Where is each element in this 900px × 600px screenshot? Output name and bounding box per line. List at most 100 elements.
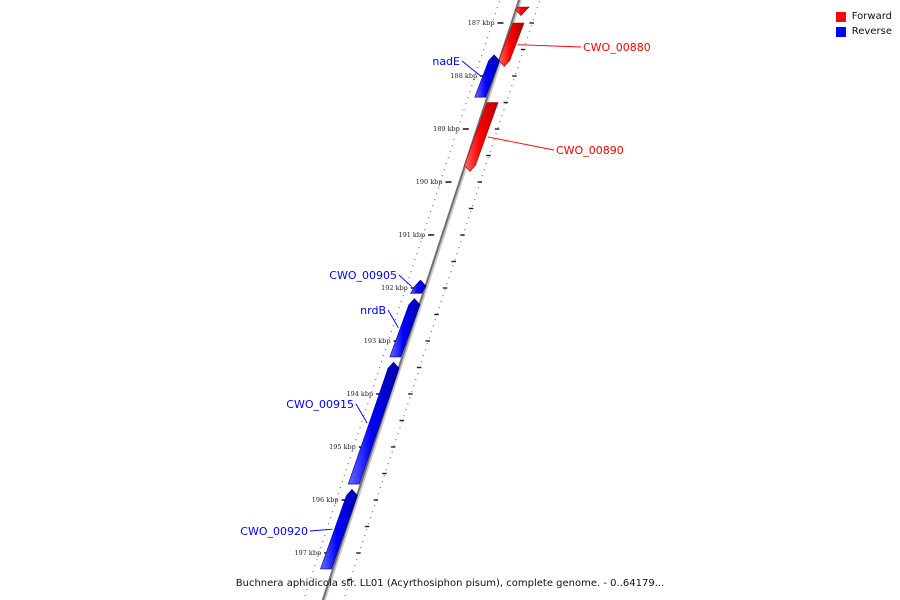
guide-dot	[359, 427, 361, 429]
guide-dot	[454, 259, 456, 261]
guide-dot	[468, 217, 470, 219]
guide-dot	[403, 415, 405, 417]
guide-dot	[377, 373, 379, 375]
guide-dot	[492, 19, 495, 21]
guide-dot	[393, 445, 395, 447]
guide-dot	[484, 43, 487, 45]
guide-dot	[373, 385, 375, 387]
guide-dot	[473, 199, 476, 201]
guide-dot	[477, 187, 480, 189]
guide-dot	[503, 109, 505, 111]
guide-dot	[405, 409, 407, 411]
guide-dot	[437, 187, 440, 189]
guide-dot	[422, 355, 425, 357]
guide-dot	[354, 565, 356, 567]
guide-dot	[438, 307, 440, 309]
guide-dot	[430, 331, 432, 333]
guide-dot	[377, 493, 380, 495]
gene-label-nrdb[interactable]: nrdB	[360, 304, 386, 317]
guide-dot	[310, 577, 312, 579]
gene-label-cwo-00915[interactable]: CWO_00915	[286, 398, 354, 411]
gene-label-leader	[461, 60, 481, 77]
guide-dot	[449, 151, 451, 153]
guide-dot	[451, 145, 453, 147]
guide-dot	[455, 133, 457, 135]
guide-dot	[487, 157, 489, 159]
guide-dot	[411, 391, 413, 393]
guide-dot	[485, 163, 487, 165]
guide-dot	[363, 415, 365, 417]
guide-dot	[424, 229, 426, 231]
backbone-shadow	[323, 0, 522, 600]
guide-dot	[422, 235, 424, 237]
tick-label: 194 kbp	[346, 390, 373, 398]
guide-dot	[515, 73, 517, 75]
guide-dot	[477, 67, 479, 69]
gene-label-leader	[398, 274, 413, 288]
guide-dot	[318, 553, 320, 555]
guide-dot	[436, 313, 438, 315]
guide-dot	[452, 265, 454, 267]
guide-dot	[369, 517, 372, 519]
guide-dot	[494, 13, 496, 15]
guide-dot	[532, 19, 535, 21]
guide-dot	[331, 511, 334, 513]
guide-dot	[392, 325, 394, 327]
guide-dot	[394, 319, 396, 321]
guide-dot	[501, 115, 503, 117]
guide-dot	[465, 103, 467, 105]
guide-dot	[413, 385, 415, 387]
guide-dot	[399, 427, 401, 429]
guide-dot	[379, 367, 381, 369]
guide-dot	[328, 523, 330, 525]
guide-dot	[304, 595, 306, 597]
guide-dot	[475, 73, 477, 75]
cwo-00880-gene-feature[interactable]	[498, 22, 525, 67]
gene-label-cwo-00880[interactable]: CWO_00880	[583, 41, 651, 54]
guide-dot	[306, 589, 308, 591]
guide-dot	[348, 583, 350, 585]
gene-label-nade[interactable]: nadE	[432, 55, 460, 68]
guide-dot	[497, 127, 499, 129]
cwo-00890-gene-feature[interactable]	[464, 102, 499, 172]
guide-dot	[312, 571, 314, 573]
cwo-00920-gene-feature[interactable]	[320, 488, 358, 570]
guide-dot	[346, 589, 348, 591]
guide-dot	[396, 313, 398, 315]
guide-dot	[388, 337, 391, 339]
guide-dot	[524, 43, 527, 45]
guide-dot	[349, 457, 351, 459]
guide-dot	[412, 265, 414, 267]
guide-dot	[406, 283, 408, 285]
guide-dot	[521, 55, 523, 57]
gene-label-cwo-00920[interactable]: CWO_00920	[240, 525, 308, 538]
guide-dot	[418, 247, 420, 249]
guide-dot	[360, 547, 362, 549]
guide-dot	[398, 307, 400, 309]
guide-dot	[440, 301, 442, 303]
guide-dot	[362, 541, 364, 543]
guide-dot	[316, 559, 318, 561]
cwo-00915-gene-feature[interactable]	[347, 361, 400, 485]
tick-label: 196 kbp	[312, 496, 339, 504]
guide-dot	[430, 211, 432, 213]
cwo-00905-gene-feature[interactable]	[410, 279, 427, 294]
guide-dot	[426, 223, 428, 225]
nade-gene-feature[interactable]	[474, 54, 500, 98]
guide-dot	[395, 439, 397, 441]
guide-dot	[408, 277, 410, 279]
guide-dot	[486, 37, 489, 39]
gene-label-cwo-00905[interactable]: CWO_00905	[329, 269, 397, 282]
tick-label: 191 kbp	[398, 231, 425, 239]
guide-dot	[431, 205, 434, 207]
guide-dot	[479, 61, 481, 63]
guide-dot	[322, 541, 324, 543]
guide-dot	[432, 325, 434, 327]
guide-dot	[361, 421, 363, 423]
guide-dot	[499, 121, 501, 123]
guide-dot	[433, 199, 436, 201]
unnamed-gene-feature[interactable]	[514, 6, 530, 17]
nrdb-gene-feature[interactable]	[389, 298, 421, 358]
gene-label-cwo-00890[interactable]: CWO_00890	[556, 144, 624, 157]
